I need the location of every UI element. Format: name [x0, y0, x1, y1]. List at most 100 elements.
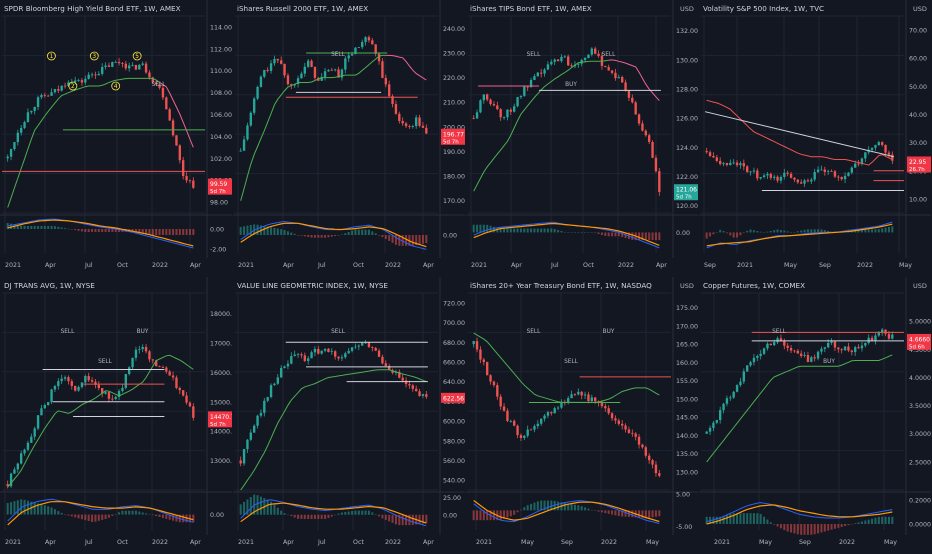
candle-body — [756, 356, 759, 358]
candle-body — [418, 117, 421, 126]
histogram-bar — [786, 231, 789, 233]
signal-label: SELL — [98, 359, 113, 365]
chart-svg: iShares Russell 2000 ETF, 1W, AMEX 240.00… — [233, 0, 466, 269]
histogram-bar — [188, 229, 191, 235]
histogram-bar — [607, 510, 610, 514]
histogram-bar — [523, 507, 526, 511]
histogram-bar — [6, 223, 9, 229]
histogram-bar — [590, 509, 593, 511]
candle-body — [350, 54, 354, 56]
y-tick-label: 126.00 — [676, 116, 698, 123]
histogram-bar — [330, 235, 333, 237]
candle-body — [506, 410, 509, 421]
histogram-bar — [530, 503, 533, 511]
histogram-bar — [50, 226, 53, 229]
candle-body — [408, 384, 411, 386]
candle-body — [121, 387, 124, 392]
candle-body — [887, 333, 891, 339]
histogram-bar — [648, 510, 651, 518]
chart-panel-8[interactable]: Copper Futures, 1W, COMEX USD 5.0000 4.5000… — [699, 277, 932, 550]
histogram-bar — [577, 232, 580, 233]
candle-body — [165, 367, 168, 372]
y-tick-label: 50.00 — [909, 84, 927, 91]
candle-body — [421, 125, 425, 128]
candle-body — [597, 53, 600, 56]
histogram-bar — [239, 226, 242, 235]
histogram-bar — [570, 504, 573, 511]
chart-panel-4[interactable]: Volatility S&P 500 Index, 1W, TVC USD 70.0… — [699, 0, 932, 273]
histogram-bar — [87, 229, 90, 232]
chart-panel-5[interactable]: DJ TRANS AVG, 1W, NYSE 18000.00 17000.00 16… — [0, 277, 240, 550]
candle-body — [587, 54, 590, 58]
candle-body — [273, 383, 276, 386]
histogram-bar — [624, 510, 627, 517]
candle-body — [769, 173, 772, 178]
y-tick-label: 17000.00 — [210, 340, 232, 347]
candle-body — [303, 66, 306, 74]
histogram-bar — [817, 229, 820, 233]
histogram-bar — [388, 235, 391, 241]
histogram-bar — [243, 501, 246, 515]
y-tick-label: 720.00 — [443, 300, 465, 307]
histogram-bar — [327, 235, 330, 238]
histogram-bar — [347, 511, 350, 515]
histogram-bar — [249, 497, 252, 515]
histogram-bar — [351, 511, 354, 515]
histogram-bar — [604, 232, 607, 237]
candle-body — [101, 67, 104, 74]
histogram-bar — [847, 524, 850, 526]
histogram-bar — [364, 510, 367, 515]
y-tick-label: 200.00 — [443, 124, 465, 131]
histogram-bar — [492, 510, 495, 521]
histogram-bar — [40, 504, 43, 515]
candle-body — [114, 62, 117, 63]
histogram-bar — [374, 514, 377, 515]
signal-label: SELL — [61, 329, 76, 335]
candle-body — [293, 354, 296, 357]
candle-body — [570, 394, 573, 399]
candle-body — [641, 123, 644, 131]
candle-body — [536, 423, 539, 427]
candle-body — [719, 410, 722, 421]
chart-svg: VALUE LINE GEOMETRIC INDEX, 1W, NYSE 720.… — [233, 277, 466, 546]
signal-line — [706, 223, 893, 247]
candle-body — [712, 155, 715, 158]
candle-body — [128, 65, 131, 69]
histogram-bar — [803, 524, 806, 535]
chart-panel-1[interactable]: SPDR Bloomberg High Yield Bond ETF, 1W, … — [0, 0, 233, 273]
chart-panel-7[interactable]: iShares 20+ Year Treasury Bond ETF, 1W, … — [466, 277, 698, 550]
wave-label: 5 — [135, 54, 139, 60]
trailing-stop-line — [473, 332, 660, 403]
chart-svg: Copper Futures, 1W, COMEX USD 5.0000 4.5000… — [699, 277, 932, 546]
histogram-bar — [604, 510, 607, 514]
candle-body — [594, 397, 597, 402]
histogram-bar — [867, 229, 870, 233]
x-tick-label: Jul — [84, 539, 93, 546]
histogram-bar — [344, 233, 347, 235]
chart-title: iShares Russell 2000 ETF, 1W, AMEX — [237, 4, 368, 13]
candle-body — [813, 357, 816, 359]
candle-body — [117, 62, 121, 64]
histogram-bar — [286, 514, 289, 516]
chart-panel-3[interactable]: iShares TIPS Bond ETF, 1W, AMEX USD 132.00… — [466, 0, 699, 273]
candle-body — [833, 341, 837, 348]
x-tick-label: 2021 — [5, 539, 21, 546]
histogram-bar — [641, 232, 644, 241]
chart-panel-6[interactable]: VALUE LINE GEOMETRIC INDEX, 1W, NYSE 720.… — [233, 277, 466, 550]
candle-body — [523, 86, 526, 96]
candle-body — [259, 412, 263, 416]
histogram-bar — [813, 524, 816, 535]
signal-label: SELL — [331, 329, 346, 335]
candle-body — [877, 332, 880, 336]
histogram-bar — [23, 499, 26, 515]
candle-body — [290, 356, 293, 364]
x-tick-label: Sep — [704, 262, 716, 269]
histogram-bar — [482, 224, 485, 233]
histogram-bar — [540, 228, 543, 233]
histogram-bar — [182, 514, 185, 523]
candle-body — [171, 375, 175, 378]
chart-panel-2[interactable]: iShares Russell 2000 ETF, 1W, AMEX 240.00… — [233, 0, 466, 273]
x-tick-label: Jul — [84, 262, 93, 269]
candle-body — [479, 349, 482, 360]
histogram-bar — [101, 229, 104, 232]
